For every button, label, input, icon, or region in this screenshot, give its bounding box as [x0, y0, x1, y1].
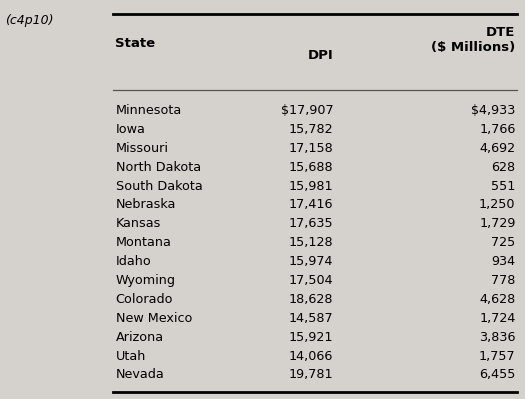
- Text: 14,587: 14,587: [289, 312, 333, 325]
- Text: 15,921: 15,921: [289, 331, 333, 344]
- Text: 15,688: 15,688: [289, 161, 333, 174]
- Text: 1,250: 1,250: [479, 198, 516, 211]
- Text: Wyoming: Wyoming: [116, 274, 175, 287]
- Text: Nebraska: Nebraska: [116, 198, 176, 211]
- Text: Minnesota: Minnesota: [116, 104, 182, 117]
- Text: 15,782: 15,782: [289, 123, 333, 136]
- Text: 18,628: 18,628: [289, 293, 333, 306]
- Text: 15,128: 15,128: [289, 236, 333, 249]
- Text: 934: 934: [491, 255, 516, 268]
- Text: North Dakota: North Dakota: [116, 161, 201, 174]
- Text: Montana: Montana: [116, 236, 171, 249]
- Text: 1,757: 1,757: [479, 350, 516, 363]
- Text: Utah: Utah: [116, 350, 146, 363]
- Text: 551: 551: [491, 180, 516, 193]
- Text: DPI: DPI: [308, 49, 333, 62]
- Text: 1,766: 1,766: [479, 123, 516, 136]
- Text: 3,836: 3,836: [479, 331, 516, 344]
- Text: 1,724: 1,724: [479, 312, 516, 325]
- Text: Colorado: Colorado: [116, 293, 173, 306]
- Text: 6,455: 6,455: [479, 368, 516, 381]
- Text: 17,635: 17,635: [289, 217, 333, 230]
- Text: $4,933: $4,933: [471, 104, 516, 117]
- Text: 1,729: 1,729: [479, 217, 516, 230]
- Text: Iowa: Iowa: [116, 123, 145, 136]
- Text: New Mexico: New Mexico: [116, 312, 192, 325]
- Text: 17,158: 17,158: [289, 142, 333, 155]
- Text: 725: 725: [491, 236, 516, 249]
- Text: 15,981: 15,981: [289, 180, 333, 193]
- Text: 778: 778: [491, 274, 516, 287]
- Text: Missouri: Missouri: [116, 142, 169, 155]
- Text: State: State: [116, 37, 155, 50]
- Text: 15,974: 15,974: [289, 255, 333, 268]
- Text: (c4p10): (c4p10): [5, 14, 54, 27]
- Text: 17,416: 17,416: [289, 198, 333, 211]
- Text: Nevada: Nevada: [116, 368, 164, 381]
- Text: 19,781: 19,781: [289, 368, 333, 381]
- Text: Arizona: Arizona: [116, 331, 164, 344]
- Text: 628: 628: [491, 161, 516, 174]
- Text: 17,504: 17,504: [289, 274, 333, 287]
- Text: 4,692: 4,692: [479, 142, 516, 155]
- Text: DTE
($ Millions): DTE ($ Millions): [432, 26, 516, 54]
- Text: $17,907: $17,907: [281, 104, 333, 117]
- Text: 4,628: 4,628: [479, 293, 516, 306]
- Text: Kansas: Kansas: [116, 217, 161, 230]
- Text: South Dakota: South Dakota: [116, 180, 202, 193]
- Text: 14,066: 14,066: [289, 350, 333, 363]
- Text: Idaho: Idaho: [116, 255, 151, 268]
